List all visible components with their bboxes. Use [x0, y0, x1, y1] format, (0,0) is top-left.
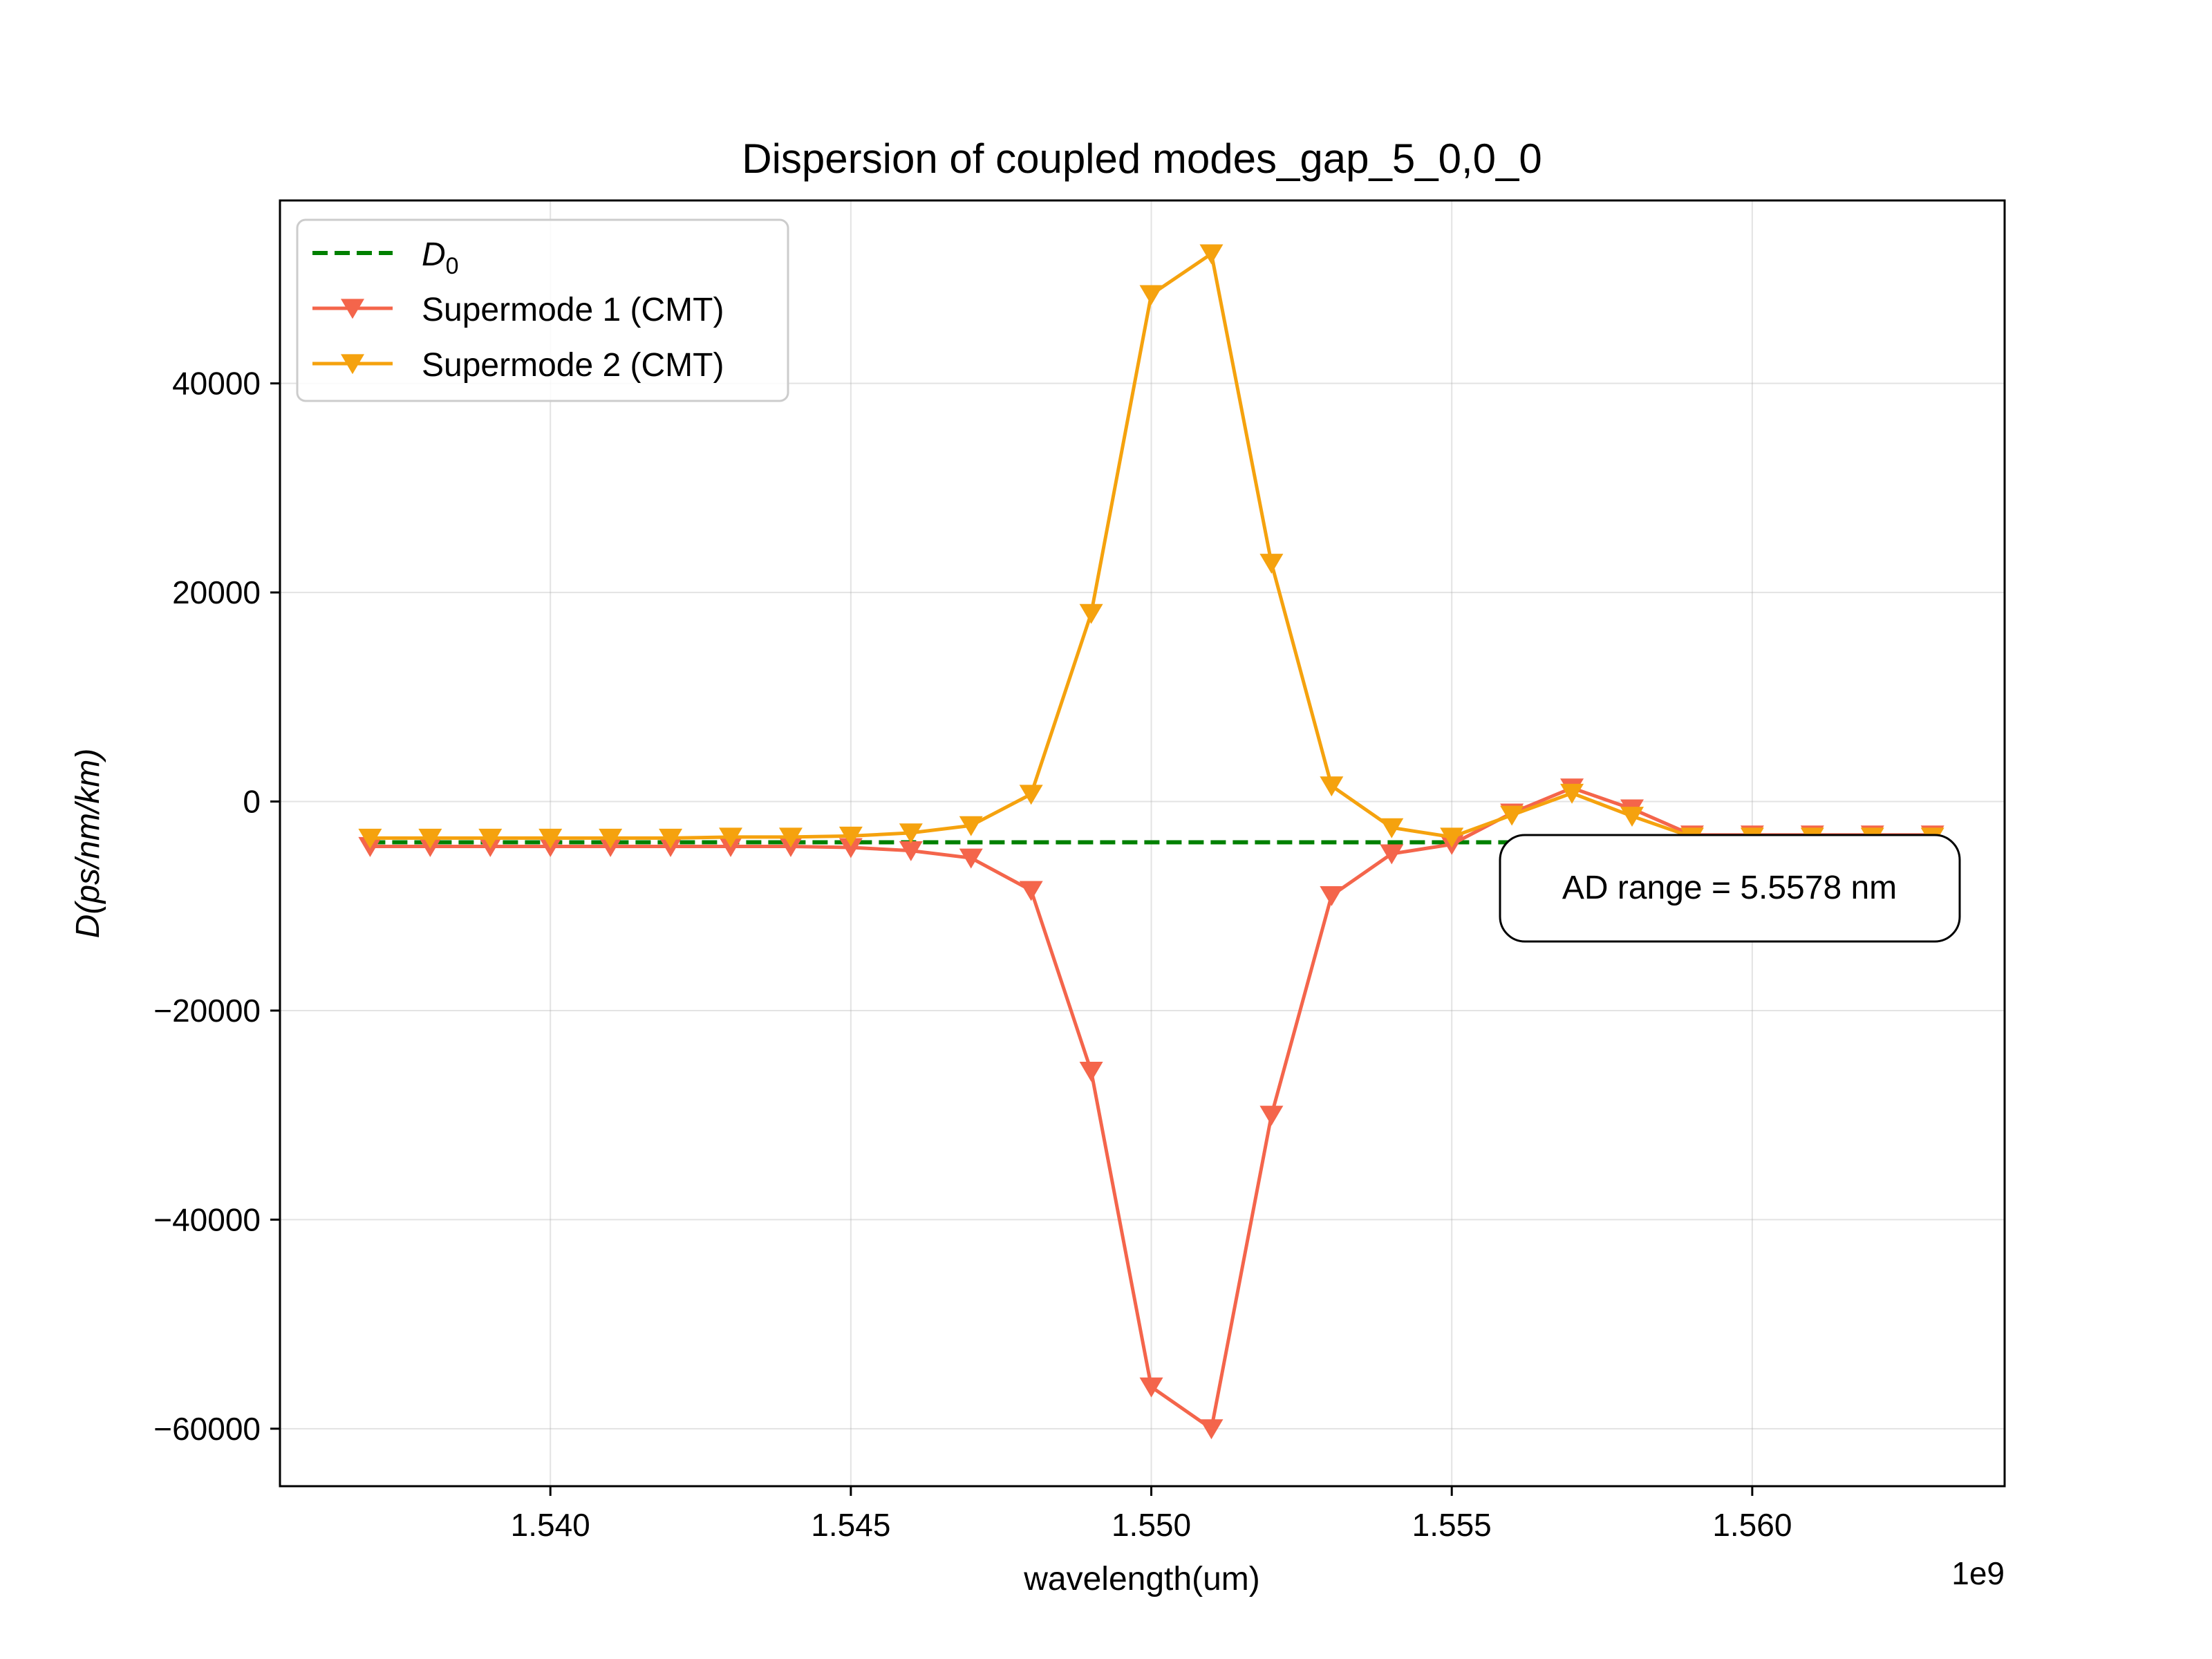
chart-title: Dispersion of coupled modes_gap_5_0,0_0: [742, 135, 1542, 182]
legend-label-d0: D0: [422, 236, 459, 279]
data-point-marker: [1139, 285, 1163, 306]
data-point-marker: [719, 827, 743, 848]
x-axis-offset-label: 1e9: [1951, 1555, 2005, 1591]
data-point-marker: [1139, 1377, 1163, 1398]
data-point-marker: [1320, 886, 1344, 906]
data-point-marker: [778, 827, 803, 848]
data-point-marker: [478, 828, 503, 849]
x-tick-label: 1.560: [1712, 1507, 1792, 1543]
data-point-marker: [1079, 1062, 1103, 1082]
x-tick-label: 1.540: [511, 1507, 590, 1543]
data-point-marker: [418, 828, 442, 849]
series-2: [358, 244, 1944, 849]
annotation-ad-range: AD range = 5.5578 nm: [1499, 834, 1961, 943]
y-axis-label: D(ps/nm/km): [70, 749, 106, 939]
data-point-marker: [1259, 1105, 1284, 1126]
legend: D0 Supermode 1 (CMT) Supermode 2 (CMT): [296, 218, 789, 402]
data-point-marker: [1199, 1419, 1224, 1440]
data-point-marker: [959, 816, 983, 836]
x-tick-label: 1.550: [1112, 1507, 1191, 1543]
data-point-marker: [1560, 783, 1584, 804]
y-tick-label: 40000: [172, 366, 261, 402]
y-tick-label: −40000: [153, 1201, 261, 1237]
legend-marker-sample: [341, 354, 364, 375]
legend-marker-sample: [341, 299, 364, 319]
data-point-marker: [899, 841, 923, 861]
data-point-marker: [1019, 881, 1043, 901]
data-point-marker: [659, 828, 683, 849]
annotation-box: [1499, 834, 1961, 943]
plot-area-frame: [279, 199, 2006, 1488]
legend-label-supermode-2: Supermode 2 (CMT): [422, 347, 724, 384]
data-point-marker: [899, 823, 923, 844]
data-point-marker: [1380, 844, 1404, 865]
legend-box: [296, 218, 789, 402]
plot-series: [358, 244, 1944, 1440]
y-tick-label: −60000: [153, 1411, 261, 1447]
data-point-marker: [1500, 805, 1524, 826]
data-point-marker: [1620, 807, 1644, 827]
annotation-text: AD range = 5.5578 nm: [1562, 870, 1897, 906]
x-axis-label: wavelength(um): [1023, 1561, 1259, 1597]
data-point-marker: [1440, 827, 1464, 848]
data-point-marker: [838, 838, 863, 859]
y-tick-label: −20000: [153, 993, 261, 1029]
data-point-marker: [1199, 244, 1224, 265]
legend-label-d0-subscript: 0: [446, 253, 459, 279]
data-point-marker: [1079, 603, 1103, 624]
axis-ticks: 1.540 1.545 1.550 1.555 1.560 −60000 −40000 −20…: [153, 366, 1792, 1543]
data-point-marker: [1019, 785, 1043, 805]
legend-label-supermode-1: Supermode 1 (CMT): [422, 292, 724, 328]
y-tick-label: 0: [243, 784, 261, 820]
x-tick-label: 1.555: [1412, 1507, 1492, 1543]
data-point-marker: [538, 828, 563, 849]
data-point-marker: [1320, 776, 1344, 797]
data-point-marker: [1259, 554, 1284, 574]
y-tick-label: 20000: [172, 574, 261, 610]
data-point-marker: [1380, 818, 1404, 838]
data-point-marker: [599, 828, 623, 849]
data-point-marker: [959, 848, 983, 869]
data-point-marker: [838, 826, 863, 847]
x-tick-label: 1.545: [811, 1507, 890, 1543]
legend-samples: [312, 251, 393, 375]
data-point-marker: [358, 828, 382, 849]
legend-label-d0-main: D: [422, 236, 446, 273]
